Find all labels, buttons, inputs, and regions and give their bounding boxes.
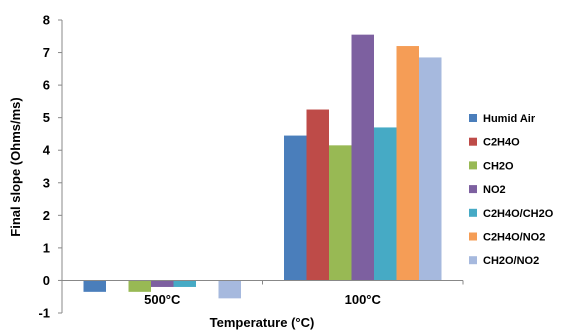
legend-label: C2H4O/NO2 [483,232,545,244]
bar [351,34,374,281]
legend-label: NO2 [483,184,506,196]
y-tick-label: 6 [43,78,50,93]
bar [284,135,307,281]
y-tick-label: 5 [43,110,50,125]
legend-swatch [469,161,477,170]
legend-swatch [469,232,477,241]
y-tick-label: 1 [43,240,50,255]
bar [306,109,329,281]
y-tick-label: 8 [43,13,50,28]
y-tick-label: 0 [43,273,50,288]
y-tick-label: -1 [38,306,50,321]
x-axis-title: Temperature (°C) [210,315,315,330]
y-tick-label: 3 [43,175,50,190]
legend-swatch [469,137,477,146]
legend-label: CH2O/NO2 [483,255,539,267]
legend-swatch [469,185,477,194]
bar [151,280,174,287]
legend-label: C2H4O/CH2O [483,208,554,220]
legend-label: Humid Air [483,113,536,125]
y-ticks-group: -1 0 1 2 3 4 5 6 7 8 [38,13,62,321]
bars-group [83,34,442,299]
legend: Humid Air C2H4O CH2O NO2 C2H4O/CH2O C2H4O/NO2… [469,113,554,267]
legend-swatch [469,208,477,217]
x-ticks-group: 500°C 100°C [144,280,464,307]
legend-swatch [469,114,477,122]
y-tick-label: 7 [43,45,50,60]
legend-label: CH2O [483,160,514,172]
bar [128,280,151,292]
legend-swatch [469,256,477,265]
bar [218,280,241,299]
y-tick-label: 2 [43,208,50,223]
legend-label: C2H4O [483,137,520,149]
bar [83,280,106,292]
x-tick-label: 500°C [144,292,181,307]
bar [329,145,352,281]
bar [396,46,419,281]
bar [173,280,196,287]
bar [374,127,397,281]
y-tick-label: 4 [43,143,51,158]
bar [419,57,442,281]
y-axis-title: Final slope (Ohms/ms) [8,97,23,236]
x-tick-label: 100°C [345,292,382,307]
